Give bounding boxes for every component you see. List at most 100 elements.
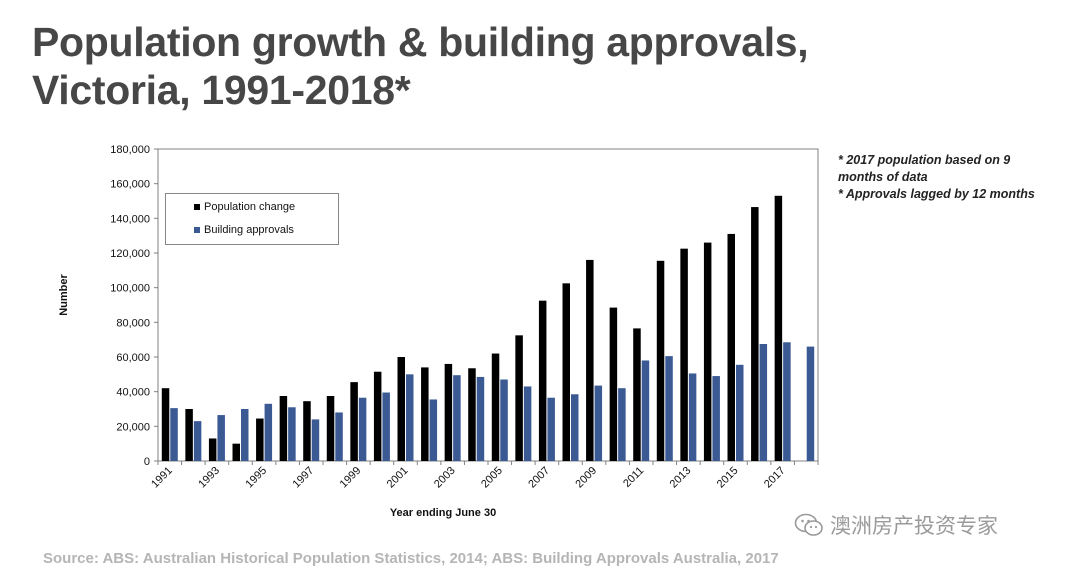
bar-approvals xyxy=(688,373,697,461)
note-line-3: * Approvals lagged by 12 months xyxy=(838,187,1035,201)
watermark-text: 澳洲房产投资专家 xyxy=(830,514,998,538)
bar-approvals xyxy=(759,344,768,461)
y-tick-label: 40,000 xyxy=(116,387,150,399)
y-axis-label: Number xyxy=(58,274,70,316)
y-tick-label: 100,000 xyxy=(110,283,150,295)
y-tick-label: 80,000 xyxy=(116,317,150,329)
x-tick-label: 1997 xyxy=(291,465,317,491)
bar-approvals xyxy=(476,376,485,461)
note-line-2: months of data xyxy=(838,170,928,184)
bar-approvals xyxy=(288,407,296,461)
bar-population xyxy=(232,443,240,461)
bar-population xyxy=(586,259,594,461)
y-tick-label: 140,000 xyxy=(110,213,150,225)
bar-approvals xyxy=(547,397,555,461)
bar-population xyxy=(279,396,288,461)
legend-swatch-approvals xyxy=(194,227,200,233)
x-tick-label: 1995 xyxy=(243,465,269,491)
bar-population xyxy=(421,367,429,461)
bar-approvals xyxy=(618,388,626,461)
bar-population xyxy=(562,283,570,461)
bar-approvals xyxy=(783,342,791,461)
bar-approvals xyxy=(736,364,744,461)
bar-approvals xyxy=(358,397,367,461)
legend-item-population: Population change xyxy=(194,201,295,213)
bar-population xyxy=(727,233,735,461)
bar-approvals xyxy=(429,399,438,461)
bar-approvals xyxy=(382,392,390,461)
bar-population xyxy=(350,382,358,461)
bar-approvals xyxy=(453,375,461,461)
bar-approvals xyxy=(170,408,178,461)
bar-approvals xyxy=(217,415,225,461)
legend-label-population: Population change xyxy=(204,201,296,213)
bar-approvals xyxy=(406,374,414,461)
bar-population xyxy=(185,409,193,461)
bar-approvals xyxy=(571,394,579,461)
legend-swatch-population xyxy=(194,204,200,210)
bar-approvals xyxy=(523,386,532,461)
y-tick-label: 60,000 xyxy=(116,352,150,364)
page-title: Population growth & building approvals, … xyxy=(32,18,809,114)
bar-population xyxy=(703,242,712,461)
bar-approvals xyxy=(806,346,815,461)
bar-population xyxy=(208,438,217,461)
bar-approvals xyxy=(500,379,508,461)
wechat-icon xyxy=(794,513,823,536)
bar-population xyxy=(468,368,476,461)
x-tick-label: 1993 xyxy=(196,465,222,491)
bar-approvals xyxy=(264,403,273,461)
bar-population xyxy=(256,418,264,461)
bar-population xyxy=(633,328,641,461)
x-tick-label: 1991 xyxy=(149,465,175,491)
bar-population xyxy=(751,207,759,461)
x-tick-label: 2011 xyxy=(621,465,646,490)
bar-approvals xyxy=(335,412,343,461)
title-line-1: Population growth & building approvals, xyxy=(32,19,809,65)
note-line-1: * 2017 population based on 9 xyxy=(838,153,1011,167)
bar-approvals xyxy=(665,356,673,461)
bar-population xyxy=(515,335,523,461)
bar-approvals xyxy=(594,385,603,461)
chart-legend: Population change Building approvals xyxy=(165,193,339,245)
source-note: Source: ABS: Australian Historical Popul… xyxy=(43,550,779,567)
x-tick-label: 2005 xyxy=(479,465,505,491)
bar-approvals xyxy=(712,376,720,461)
chart-notes: * 2017 population based on 9 months of d… xyxy=(838,152,1078,203)
y-tick-label: 160,000 xyxy=(110,179,150,191)
bar-population xyxy=(656,260,665,461)
bar-population xyxy=(491,353,500,461)
bar-population xyxy=(161,388,170,461)
bar-approvals xyxy=(311,419,320,461)
title-line-2: Victoria, 1991-2018* xyxy=(32,67,411,113)
bar-population xyxy=(326,396,335,461)
x-tick-label: 2013 xyxy=(668,465,694,491)
bar-population xyxy=(444,363,453,461)
y-tick-label: 180,000 xyxy=(110,144,150,156)
x-tick-label: 2017 xyxy=(762,465,788,491)
x-tick-label: 2001 xyxy=(385,465,411,491)
x-tick-label: 2015 xyxy=(715,465,741,491)
bar-population xyxy=(774,195,783,462)
legend-item-approvals: Building approvals xyxy=(194,224,294,236)
x-tick-label: 2007 xyxy=(526,465,552,491)
x-tick-label: 2009 xyxy=(573,465,599,491)
bar-approvals xyxy=(193,421,202,461)
y-tick-label: 20,000 xyxy=(116,421,150,433)
y-tick-label: 120,000 xyxy=(110,248,150,260)
bar-approvals xyxy=(241,409,249,461)
bar-population xyxy=(680,248,688,461)
x-tick-label: 2003 xyxy=(432,465,458,491)
bar-population xyxy=(397,357,405,461)
legend-label-approvals: Building approvals xyxy=(204,224,294,236)
x-tick-label: 1999 xyxy=(338,465,364,491)
bar-population xyxy=(303,401,311,461)
bar-population xyxy=(538,300,547,461)
bar-approvals xyxy=(641,360,650,461)
bar-population xyxy=(609,307,618,461)
y-tick-label: 0 xyxy=(144,456,150,468)
watermark: 澳洲房产投资专家 xyxy=(794,510,998,540)
bar-population xyxy=(373,371,382,461)
x-axis-label: Year ending June 30 xyxy=(390,507,496,519)
